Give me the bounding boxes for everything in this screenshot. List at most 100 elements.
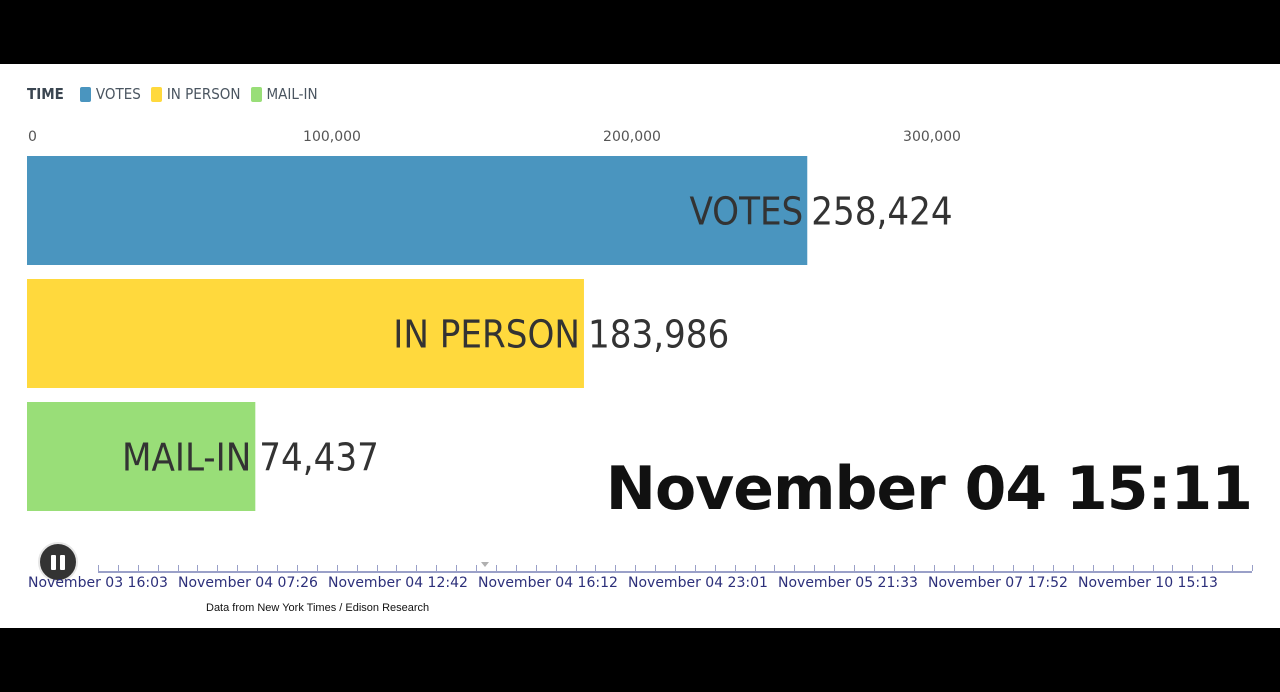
timeline-label[interactable]: November 04 12:42 bbox=[328, 575, 468, 591]
timeline-tick bbox=[416, 565, 418, 571]
timeline-tick bbox=[157, 565, 159, 571]
legend: TIME VOTES IN PERSON MAIL-IN bbox=[27, 84, 328, 104]
timeline-tick bbox=[456, 565, 458, 571]
timeline-tick bbox=[655, 565, 657, 571]
bar-label: MAIL-IN bbox=[122, 436, 251, 480]
timeline-tick bbox=[794, 565, 796, 571]
timeline-tick bbox=[993, 565, 995, 571]
timeline-tick bbox=[1152, 565, 1154, 571]
timeline-tick bbox=[714, 565, 716, 571]
timeline-label[interactable]: November 05 21:33 bbox=[778, 575, 918, 591]
timeline-tick bbox=[575, 565, 577, 571]
bar-mail-in bbox=[27, 402, 256, 511]
timeline-tick bbox=[177, 565, 179, 571]
timeline-tick bbox=[1033, 565, 1035, 571]
timeline-tick bbox=[1053, 565, 1055, 571]
timeline-labels: November 03 16:03 November 04 07:26 Nove… bbox=[28, 575, 1258, 595]
timeline-tick bbox=[277, 565, 279, 571]
timeline-tick bbox=[953, 565, 955, 571]
legend-item-votes: VOTES bbox=[79, 85, 141, 103]
timeline-tick bbox=[873, 565, 875, 571]
timeline-tick bbox=[1132, 565, 1134, 571]
timeline-tick bbox=[1232, 565, 1234, 571]
timeline-tick bbox=[515, 565, 517, 571]
timeline-tick bbox=[834, 565, 836, 571]
bar-label: IN PERSON bbox=[393, 313, 580, 357]
timeline-tick bbox=[774, 565, 776, 571]
timeline-label[interactable]: November 07 17:52 bbox=[928, 575, 1068, 591]
timeline-tick bbox=[1212, 565, 1214, 571]
data-source-note: Data from New York Times / Edison Resear… bbox=[206, 602, 430, 614]
bar-votes bbox=[27, 156, 808, 265]
timeline-label[interactable]: November 03 16:03 bbox=[28, 575, 168, 591]
timeline-tick bbox=[257, 565, 259, 571]
legend-label-mail-in: MAIL-IN bbox=[266, 85, 318, 103]
timeline-handle[interactable] bbox=[481, 562, 489, 567]
timeline-tick bbox=[296, 565, 298, 571]
timeline-tick bbox=[973, 565, 975, 571]
timeline-tick bbox=[217, 565, 219, 571]
legend-item-mail-in: MAIL-IN bbox=[250, 85, 318, 103]
legend-item-in-person: IN PERSON bbox=[150, 85, 241, 103]
legend-title: TIME bbox=[27, 85, 64, 103]
timeline-tick bbox=[476, 565, 478, 571]
timeline-tick bbox=[1072, 565, 1074, 571]
x-tick-label: 0 bbox=[28, 129, 37, 145]
chart-panel: TIME VOTES IN PERSON MAIL-IN 0 100,000 200… bbox=[0, 64, 1280, 628]
timeline-label[interactable]: November 04 07:26 bbox=[178, 575, 318, 591]
timeline-tick bbox=[495, 565, 497, 571]
bar-value-label: 258,424 bbox=[811, 190, 952, 234]
x-tick-label: 300,000 bbox=[903, 129, 961, 145]
legend-label-votes: VOTES bbox=[95, 85, 141, 103]
timeline-tick bbox=[436, 565, 438, 571]
bar-value-label: 183,986 bbox=[588, 313, 729, 357]
timeline-tick bbox=[197, 565, 199, 571]
timeline-tick bbox=[336, 565, 338, 571]
timeline-tick bbox=[754, 565, 756, 571]
pause-button[interactable] bbox=[38, 542, 78, 582]
timeline-label[interactable]: November 04 23:01 bbox=[628, 575, 768, 591]
current-time-label: November 04 15:11 bbox=[605, 454, 1253, 524]
timeline-tick bbox=[1112, 565, 1114, 571]
timeline-tick bbox=[237, 565, 239, 571]
timeline-slider[interactable] bbox=[98, 562, 1253, 573]
x-tick-label: 200,000 bbox=[603, 129, 661, 145]
legend-label-in-person: IN PERSON bbox=[166, 85, 241, 103]
legend-swatch-votes bbox=[79, 86, 91, 102]
pause-icon-bar bbox=[60, 554, 65, 570]
timeline-tick bbox=[675, 565, 676, 571]
timeline-tick bbox=[1092, 565, 1094, 571]
bar-in-person bbox=[27, 279, 584, 388]
timeline-tick bbox=[316, 565, 318, 571]
timeline-tick bbox=[913, 565, 915, 571]
timeline-tick bbox=[694, 565, 696, 571]
timeline-tick bbox=[1192, 565, 1194, 571]
x-tick-label: 100,000 bbox=[303, 129, 361, 145]
timeline-tick bbox=[555, 565, 557, 571]
timeline-tick bbox=[893, 565, 895, 571]
timeline-tick bbox=[535, 565, 537, 571]
timeline-tick bbox=[615, 565, 617, 571]
bar-value-label: 74,437 bbox=[259, 436, 379, 480]
timeline-tick bbox=[396, 565, 398, 571]
timeline-tick bbox=[376, 565, 378, 571]
timeline-tick bbox=[814, 565, 816, 571]
timeline-tick bbox=[635, 565, 637, 571]
timeline-tick bbox=[356, 565, 358, 571]
timeline-label[interactable]: November 04 16:12 bbox=[478, 575, 618, 591]
timeline-tick bbox=[117, 565, 119, 571]
timeline-tick bbox=[137, 565, 139, 571]
timeline-tick bbox=[595, 565, 597, 571]
timeline-tick bbox=[1252, 565, 1253, 571]
timeline-tick bbox=[1172, 565, 1174, 571]
timeline-tick bbox=[854, 565, 856, 571]
bar-label: VOTES bbox=[689, 190, 803, 234]
timeline-label[interactable]: November 10 15:13 bbox=[1078, 575, 1218, 591]
timeline-tick bbox=[734, 565, 736, 571]
legend-swatch-in-person bbox=[150, 86, 162, 102]
timeline-tick bbox=[933, 565, 935, 571]
timeline-tick bbox=[1013, 565, 1015, 571]
bar-chart: 0 100,000 200,000 300,000 VOTES 258,424 IN PER… bbox=[27, 129, 961, 511]
legend-swatch-mail-in bbox=[250, 86, 262, 102]
timeline-tick bbox=[98, 565, 99, 571]
